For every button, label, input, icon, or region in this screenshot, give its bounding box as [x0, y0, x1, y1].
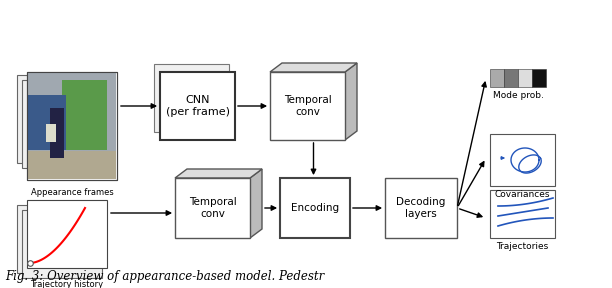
Text: Covariances: Covariances: [494, 190, 550, 199]
FancyBboxPatch shape: [28, 151, 116, 179]
FancyBboxPatch shape: [62, 80, 107, 150]
Text: Trajectory history: Trajectory history: [31, 280, 103, 288]
Text: Appearance frames: Appearance frames: [31, 188, 113, 197]
FancyBboxPatch shape: [160, 72, 235, 140]
FancyBboxPatch shape: [46, 124, 56, 142]
Text: Mode prob.: Mode prob.: [493, 91, 543, 100]
FancyBboxPatch shape: [490, 134, 555, 186]
FancyBboxPatch shape: [270, 72, 345, 140]
FancyBboxPatch shape: [17, 205, 97, 273]
FancyBboxPatch shape: [28, 95, 66, 150]
Polygon shape: [175, 169, 262, 178]
Text: Temporal
conv: Temporal conv: [188, 197, 236, 219]
FancyBboxPatch shape: [22, 210, 102, 278]
FancyBboxPatch shape: [532, 69, 546, 87]
FancyBboxPatch shape: [385, 178, 457, 238]
FancyBboxPatch shape: [50, 108, 64, 158]
Text: Fig. 3: Overview of appearance-based model. Pedestr: Fig. 3: Overview of appearance-based mod…: [5, 270, 324, 283]
FancyBboxPatch shape: [518, 69, 532, 87]
FancyBboxPatch shape: [154, 64, 229, 132]
FancyBboxPatch shape: [22, 80, 102, 168]
Polygon shape: [345, 63, 357, 140]
Text: Trajectories: Trajectories: [496, 242, 548, 251]
FancyBboxPatch shape: [280, 178, 350, 238]
FancyBboxPatch shape: [27, 200, 107, 268]
FancyBboxPatch shape: [28, 73, 116, 179]
Polygon shape: [250, 169, 262, 238]
FancyBboxPatch shape: [27, 72, 117, 180]
FancyBboxPatch shape: [490, 190, 555, 238]
FancyBboxPatch shape: [490, 69, 504, 87]
Polygon shape: [270, 63, 357, 72]
FancyBboxPatch shape: [175, 178, 250, 238]
Text: CNN
(per frame): CNN (per frame): [165, 95, 230, 117]
Text: Decoding
layers: Decoding layers: [397, 197, 446, 219]
Text: Temporal
conv: Temporal conv: [283, 95, 331, 117]
Text: Encoding: Encoding: [291, 203, 339, 213]
FancyBboxPatch shape: [504, 69, 518, 87]
FancyBboxPatch shape: [17, 75, 97, 163]
